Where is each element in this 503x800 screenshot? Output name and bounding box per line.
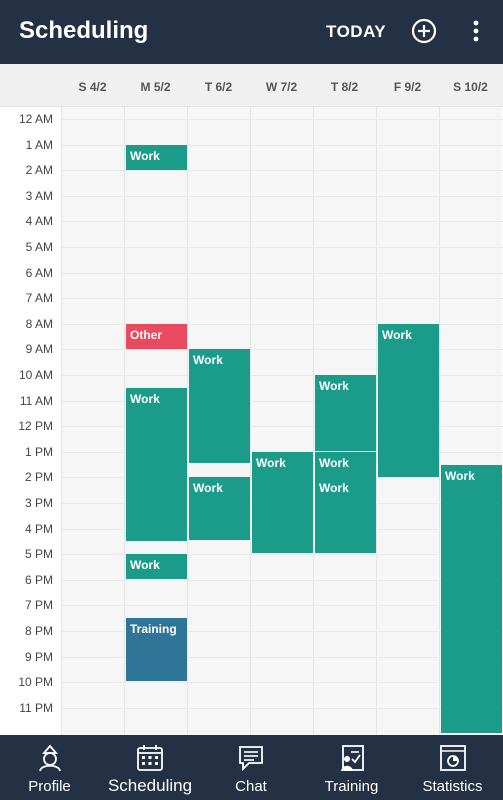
hour-gridline bbox=[61, 631, 503, 632]
hour-label: 5 PM bbox=[24, 547, 53, 561]
day-header-4[interactable]: T 8/2 bbox=[330, 80, 359, 94]
chat-icon bbox=[239, 746, 263, 772]
day-header-5[interactable]: F 9/2 bbox=[393, 80, 422, 94]
hour-gridline bbox=[61, 170, 503, 171]
hour-gridline bbox=[61, 682, 503, 683]
add-circle-icon[interactable] bbox=[411, 18, 437, 44]
event-work[interactable]: Work bbox=[126, 388, 187, 541]
event-other[interactable]: Other bbox=[126, 324, 187, 349]
hour-label: 6 PM bbox=[24, 573, 53, 587]
hour-label: 4 PM bbox=[24, 522, 53, 536]
calendar-icon bbox=[137, 745, 163, 771]
day-header-0[interactable]: S 4/2 bbox=[78, 80, 107, 94]
hour-label: 2 PM bbox=[24, 470, 53, 484]
hour-gridline bbox=[61, 196, 503, 197]
hour-gridline bbox=[61, 426, 503, 427]
profile-icon bbox=[38, 744, 61, 772]
nav-item-chat[interactable]: Chat bbox=[201, 735, 301, 800]
hour-label: 12 AM bbox=[18, 112, 53, 126]
hour-label: 11 AM bbox=[19, 394, 53, 408]
event-work[interactable]: Work bbox=[378, 324, 439, 477]
day-header-2[interactable]: T 6/2 bbox=[204, 80, 233, 94]
app-bar: Scheduling TODAY bbox=[0, 0, 503, 64]
hour-label: 8 AM bbox=[25, 317, 53, 331]
hour-gridline bbox=[61, 349, 503, 350]
event-work[interactable]: Work bbox=[189, 349, 250, 463]
nav-item-statistics[interactable]: Statistics bbox=[402, 735, 503, 800]
event-work[interactable]: Work bbox=[252, 452, 313, 553]
event-work[interactable]: Work bbox=[315, 452, 376, 477]
hour-label: 4 AM bbox=[25, 214, 53, 228]
event-work[interactable]: Work bbox=[315, 477, 376, 553]
day-header-1[interactable]: M 5/2 bbox=[140, 80, 171, 94]
nav-label-profile: Profile bbox=[28, 778, 71, 795]
event-work[interactable]: Work bbox=[189, 477, 250, 540]
event-work[interactable]: Work bbox=[126, 145, 187, 170]
nav-label-scheduling: Scheduling bbox=[107, 776, 193, 795]
hour-label: 2 AM bbox=[25, 163, 53, 177]
hour-gridline bbox=[61, 580, 503, 581]
event-work[interactable]: Work bbox=[441, 465, 502, 733]
nav-label-training: Training bbox=[324, 778, 379, 795]
hour-label: 10 AM bbox=[18, 368, 53, 382]
page-title: Scheduling bbox=[19, 17, 149, 44]
week-day-header: S 4/2 M 5/2 T 6/2 W 7/2 T 8/2 F 9/2 S 10/2 bbox=[0, 64, 503, 107]
hour-gridline bbox=[61, 554, 503, 555]
more-vertical-icon[interactable] bbox=[466, 18, 486, 44]
hour-label: 8 PM bbox=[24, 624, 53, 638]
hour-gridline bbox=[61, 247, 503, 248]
statistics-icon bbox=[439, 745, 466, 771]
nav-item-profile[interactable]: Profile bbox=[0, 735, 99, 800]
hour-gridline bbox=[61, 375, 503, 376]
hour-gridline bbox=[61, 221, 503, 222]
hour-label: 1 PM bbox=[24, 445, 53, 459]
hour-label: 12 PM bbox=[18, 419, 53, 433]
day-header-6[interactable]: S 10/2 bbox=[453, 80, 488, 94]
day-header-3[interactable]: W 7/2 bbox=[265, 80, 298, 94]
nav-item-training[interactable]: Training bbox=[301, 735, 402, 800]
hour-gridline bbox=[61, 145, 503, 146]
hour-label: 6 AM bbox=[25, 266, 53, 280]
hour-gridline bbox=[61, 708, 503, 709]
day-column-3[interactable] bbox=[250, 107, 313, 735]
hour-gridline bbox=[61, 298, 503, 299]
hour-label: 3 AM bbox=[25, 189, 53, 203]
hour-label: 11 PM bbox=[19, 701, 53, 715]
nav-item-scheduling[interactable]: Scheduling bbox=[99, 735, 201, 800]
hour-label: 7 PM bbox=[24, 598, 53, 612]
hour-label: 5 AM bbox=[25, 240, 53, 254]
today-button[interactable]: TODAY bbox=[326, 22, 387, 41]
hour-gridline bbox=[61, 657, 503, 658]
hour-gridline bbox=[61, 605, 503, 606]
event-work[interactable]: Work bbox=[126, 554, 187, 579]
hour-gridline bbox=[61, 401, 503, 402]
hour-label: 3 PM bbox=[24, 496, 53, 510]
hour-label: 7 AM bbox=[25, 291, 53, 305]
hour-label: 1 AM bbox=[25, 138, 53, 152]
hour-label: 10 PM bbox=[18, 675, 53, 689]
hour-gridline bbox=[61, 119, 503, 120]
hour-label: 9 PM bbox=[24, 650, 53, 664]
hour-label: 9 AM bbox=[25, 342, 53, 356]
nav-label-statistics: Statistics bbox=[422, 778, 483, 795]
calendar-grid[interactable]: 12 AM 1 AM 2 AM 3 AM 4 AM 5 AM 6 AM 7 AM 8 AM 9 A… bbox=[0, 107, 503, 735]
event-work[interactable]: Work bbox=[315, 375, 376, 451]
bottom-navigation: Profile Scheduling Chat Training bbox=[0, 735, 503, 800]
training-icon bbox=[340, 745, 364, 771]
hour-gridline bbox=[61, 324, 503, 325]
nav-label-chat: Chat bbox=[235, 778, 267, 795]
hour-gridline bbox=[61, 273, 503, 274]
event-training[interactable]: Training bbox=[126, 618, 187, 681]
day-column-0[interactable] bbox=[61, 107, 124, 735]
